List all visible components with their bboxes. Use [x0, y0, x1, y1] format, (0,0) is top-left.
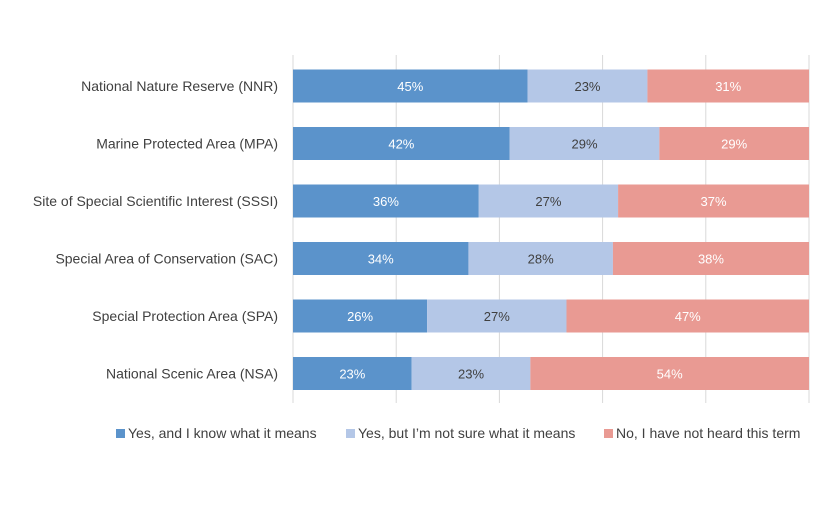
category-label: National Nature Reserve (NNR): [81, 78, 278, 94]
data-label: 28%: [528, 252, 554, 267]
category-label: Marine Protected Area (MPA): [96, 136, 278, 152]
bar-segment: [612, 242, 809, 275]
data-label: 36%: [373, 194, 399, 209]
data-label: 23%: [339, 367, 365, 382]
bar-segment: [566, 299, 809, 333]
legend-swatch: [604, 429, 613, 438]
bar-segment: [530, 357, 809, 390]
data-label: 54%: [657, 367, 683, 382]
bar-segment: [293, 184, 479, 218]
data-label: 26%: [347, 309, 373, 324]
bar-segment: [293, 299, 428, 333]
bar-segment: [293, 69, 528, 103]
bar-segment: [293, 127, 510, 160]
bar-segment: [293, 242, 469, 275]
data-label: 38%: [698, 252, 724, 267]
bars: 45% 23% 31% 42% 29% 29% 36% 27% 37% 34% 28% 38% 26% 2…: [293, 69, 809, 390]
bar-segment: [427, 299, 567, 333]
bar-segment: [478, 184, 619, 218]
bar-segment: [618, 184, 809, 218]
bar-segment: [509, 127, 660, 160]
category-labels: National Nature Reserve (NNR) Marine Prot…: [33, 78, 278, 382]
category-label: Site of Special Scientific Interest (SSS…: [33, 193, 278, 209]
legend-label: No, I have not heard this term: [616, 425, 800, 441]
gridlines: [292, 55, 810, 403]
data-label: 31%: [715, 79, 741, 94]
bar-segment: [468, 242, 613, 275]
bar-segment: [647, 69, 809, 103]
data-label: 37%: [701, 194, 727, 209]
legend-swatch: [116, 429, 125, 438]
category-label: National Scenic Area (NSA): [106, 366, 278, 382]
data-label: 27%: [535, 194, 561, 209]
legend-swatch: [346, 429, 355, 438]
bar-segment: [293, 357, 412, 390]
bar-segment: [527, 69, 648, 103]
bar-segment: [411, 357, 531, 390]
data-label: 23%: [574, 79, 600, 94]
legend-label: Yes, but I’m not sure what it means: [358, 425, 575, 441]
legend: Yes, and I know what it means Yes, but I’…: [116, 425, 800, 441]
data-label: 34%: [368, 252, 394, 267]
category-label: Special Area of Conservation (SAC): [55, 251, 278, 267]
data-label: 42%: [388, 137, 414, 152]
data-label: 29%: [721, 137, 747, 152]
bar-segment: [659, 127, 809, 160]
legend-label: Yes, and I know what it means: [128, 425, 317, 441]
data-label: 23%: [458, 367, 484, 382]
data-label: 47%: [675, 309, 701, 324]
category-label: Special Protection Area (SPA): [92, 308, 278, 324]
data-label: 29%: [572, 137, 598, 152]
data-label: 27%: [484, 309, 510, 324]
data-label: 45%: [397, 79, 423, 94]
